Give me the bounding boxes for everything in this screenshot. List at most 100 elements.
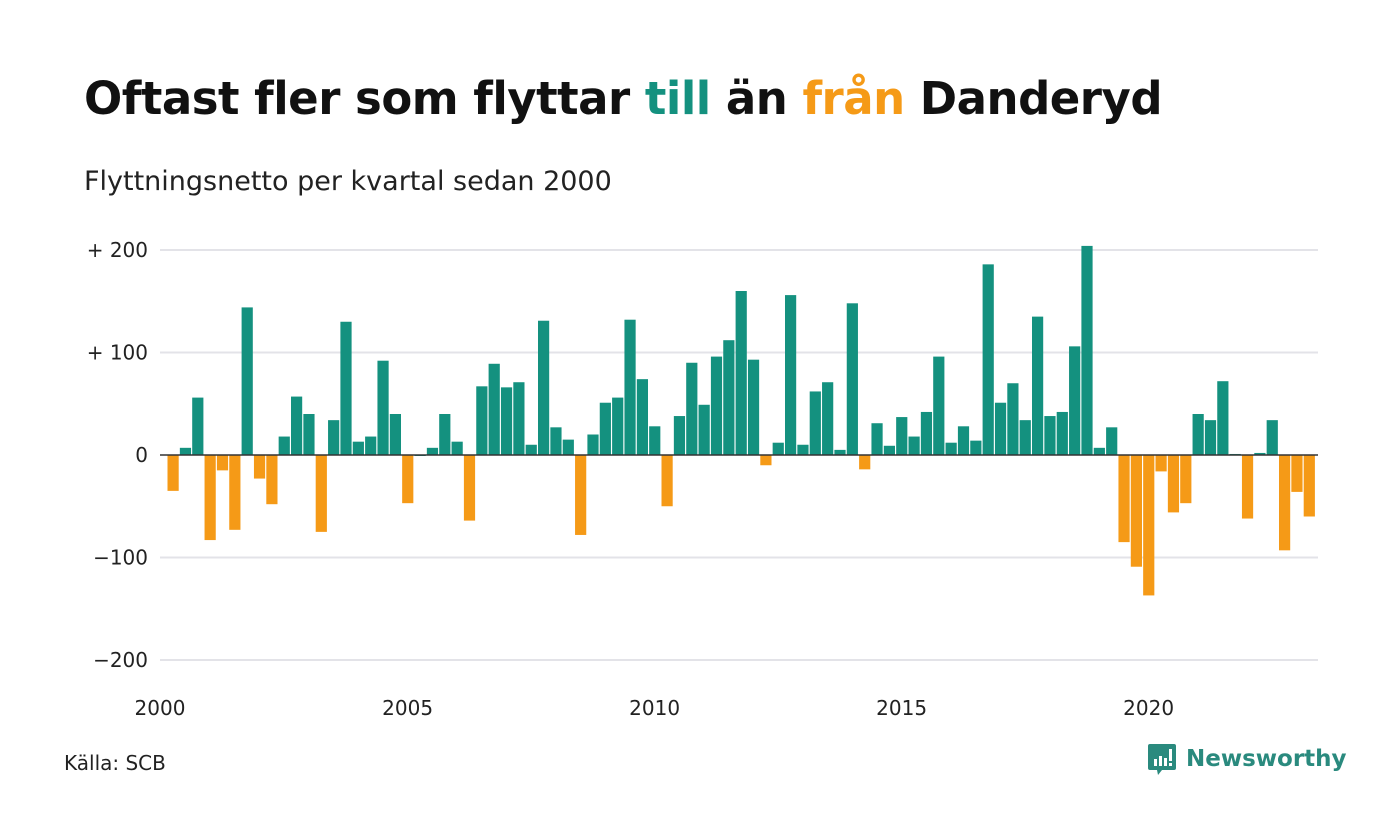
- bar: [266, 455, 278, 505]
- bar: [797, 444, 809, 455]
- bar: [1167, 455, 1180, 513]
- bar: [1241, 455, 1254, 519]
- bar: [1032, 316, 1044, 455]
- bar: [1303, 455, 1315, 517]
- bar: [488, 363, 500, 455]
- bar: [686, 362, 698, 455]
- bar: [970, 440, 982, 455]
- bar: [229, 455, 241, 530]
- bar: [179, 447, 192, 455]
- bar: [1069, 346, 1081, 455]
- bar: [661, 455, 673, 507]
- bar: [550, 427, 562, 455]
- bar: [698, 404, 710, 455]
- x-tick-label: 2005: [382, 696, 433, 720]
- bar: [1106, 427, 1118, 455]
- bar: [216, 455, 229, 471]
- title-highlight-till: till: [644, 72, 711, 125]
- bar: [1118, 455, 1130, 543]
- y-tick-label: 0: [135, 443, 148, 467]
- bar: [673, 416, 686, 455]
- source-label: Källa: SCB: [64, 751, 166, 775]
- bar: [846, 303, 858, 455]
- bar: [587, 434, 599, 455]
- bar: [315, 455, 327, 532]
- bar: [908, 436, 920, 455]
- bar: [747, 359, 760, 455]
- bar: [426, 447, 439, 455]
- bar: [352, 441, 364, 455]
- bar: [192, 397, 204, 455]
- bar: [624, 319, 636, 455]
- bar: [1266, 420, 1278, 455]
- bar: [945, 442, 957, 455]
- bar: [982, 264, 994, 455]
- bar: [1081, 245, 1093, 455]
- bar: [513, 382, 525, 455]
- bar: [278, 436, 290, 455]
- bar: [710, 356, 723, 455]
- bar: [822, 382, 834, 455]
- bar: [365, 436, 377, 455]
- bar: [1279, 455, 1291, 551]
- bar: [291, 396, 303, 455]
- newsworthy-logo: Newsworthy: [1148, 744, 1347, 775]
- bar: [402, 455, 414, 504]
- bar: [451, 441, 463, 455]
- bar: [167, 455, 179, 491]
- bar: [933, 356, 945, 455]
- bar: [1155, 455, 1167, 472]
- bar: [1007, 383, 1019, 455]
- bar: [871, 423, 883, 455]
- bar: [957, 426, 970, 455]
- x-tick-label: 2020: [1123, 696, 1174, 720]
- bar: [1093, 447, 1105, 455]
- bar: [649, 426, 661, 455]
- y-tick-label: −100: [93, 546, 148, 570]
- bar: [994, 402, 1007, 455]
- bar: [1130, 455, 1142, 567]
- x-tick-label: 2015: [876, 696, 927, 720]
- brand-name: Newsworthy: [1186, 746, 1347, 772]
- bar: [809, 391, 821, 455]
- bar: [377, 360, 389, 455]
- y-tick-label: + 200: [87, 238, 148, 262]
- bar: [538, 320, 550, 455]
- bar: [241, 307, 253, 455]
- bars: [167, 245, 1315, 596]
- bar: [612, 397, 624, 455]
- bar: [525, 444, 537, 455]
- bar: [760, 455, 772, 466]
- bar: [1019, 420, 1031, 455]
- bar: [303, 414, 315, 455]
- x-axis-labels: 2000 2005 2010 2015 2020: [135, 696, 1175, 720]
- title-highlight-fran: från: [802, 72, 905, 125]
- bar: [920, 411, 933, 455]
- bar: [834, 449, 846, 455]
- bar: [340, 321, 352, 455]
- bar: [253, 455, 266, 479]
- bar: [859, 455, 871, 470]
- bar: [1254, 452, 1266, 455]
- bar: [735, 291, 747, 455]
- bar: [204, 455, 216, 541]
- bar: [575, 455, 587, 535]
- bar: [389, 414, 401, 455]
- bar: [1056, 411, 1068, 455]
- bar: [723, 340, 735, 455]
- title-text-1: Oftast fler som flyttar: [84, 72, 645, 125]
- bar: [439, 414, 451, 455]
- y-tick-label: + 100: [87, 341, 148, 365]
- y-axis-labels: + 200 + 100 0 −100 −200: [87, 238, 148, 672]
- chart-title: Oftast fler som flyttar till än från Dan…: [84, 72, 1163, 125]
- y-tick-label: −200: [93, 648, 148, 672]
- bar: [500, 387, 513, 455]
- bar: [636, 379, 648, 455]
- bar: [1192, 414, 1204, 455]
- bar: [562, 439, 574, 455]
- bar: [772, 442, 784, 455]
- bar: [1044, 416, 1056, 455]
- x-tick-label: 2010: [629, 696, 680, 720]
- newsworthy-chart-bubble-icon: [1148, 744, 1176, 775]
- bar: [1143, 455, 1155, 596]
